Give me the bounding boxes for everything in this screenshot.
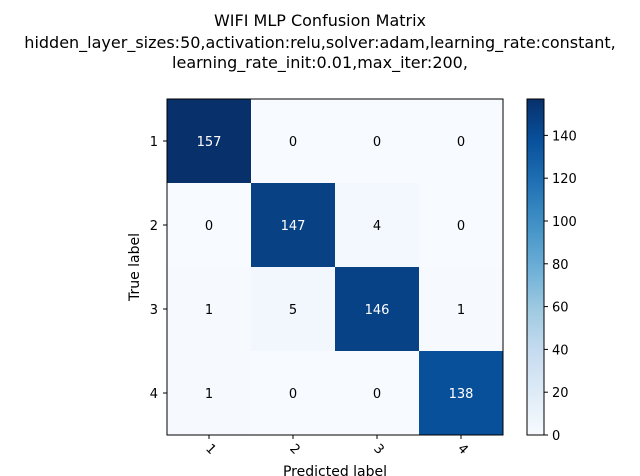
cell-value-label: 147	[281, 219, 306, 234]
heatmap-cell	[167, 351, 251, 435]
cell-value-label: 4	[373, 219, 381, 234]
y-tick-label: 3	[150, 303, 158, 318]
cell-value-label: 1	[205, 387, 213, 402]
x-axis-label: Predicted label	[283, 464, 387, 476]
cell-value-label: 0	[289, 387, 297, 402]
heatmap-cell	[167, 183, 251, 267]
chart-subtitle-line-2: learning_rate_init:0.01,max_iter:200,	[172, 53, 468, 72]
colorbar-tick-label: 120	[552, 172, 577, 187]
heatmap-cell	[419, 183, 503, 267]
heatmap-cell	[335, 99, 419, 183]
cell-value-label: 1	[457, 303, 465, 318]
heatmap-cell	[251, 183, 335, 267]
cell-value-label: 0	[457, 135, 465, 150]
cell-value-label: 0	[205, 219, 213, 234]
cell-value-label: 146	[365, 303, 390, 318]
colorbar-tick-label: 0	[552, 429, 560, 444]
x-tick-label: 2	[286, 441, 302, 457]
heatmap-cell	[335, 351, 419, 435]
cell-value-label: 157	[197, 135, 222, 150]
colorbar	[526, 98, 545, 436]
cell-value-label: 138	[449, 387, 474, 402]
colorbar-tick-label: 140	[552, 129, 577, 144]
y-axis-label: True label	[127, 233, 143, 302]
cell-value-label: 5	[289, 303, 297, 318]
y-tick-label: 2	[150, 219, 158, 234]
cell-value-label: 0	[289, 135, 297, 150]
heatmap-cell	[251, 351, 335, 435]
colorbar-tick-label: 80	[552, 258, 569, 273]
cell-value-label: 0	[373, 135, 381, 150]
heatmap-cell	[335, 267, 419, 351]
colorbar-tick-label: 40	[552, 343, 569, 358]
colorbar-tick-label: 20	[552, 386, 569, 401]
heatmap-cell	[251, 99, 335, 183]
heatmap-cell	[251, 267, 335, 351]
y-tick-label: 1	[150, 135, 158, 150]
cell-value-label: 0	[457, 219, 465, 234]
cell-value-label: 1	[205, 303, 213, 318]
heatmap-cell	[419, 267, 503, 351]
heatmap-cell	[419, 99, 503, 183]
colorbar-tick-label: 60	[552, 301, 569, 316]
x-tick-label: 3	[370, 441, 386, 457]
chart-subtitle-line-1: hidden_layer_sizes:50,activation:relu,so…	[24, 33, 616, 52]
heatmap-cell	[167, 267, 251, 351]
heatmap-cell	[335, 183, 419, 267]
y-tick-label: 4	[150, 387, 158, 402]
x-tick-label: 4	[454, 441, 470, 457]
colorbar-tick-label: 100	[552, 215, 577, 230]
heatmap-cell	[419, 351, 503, 435]
cell-value-label: 0	[373, 387, 381, 402]
x-tick-label: 1	[202, 441, 218, 457]
chart-title: WIFI MLP Confusion Matrix	[213, 11, 427, 30]
heatmap-cell	[167, 99, 251, 183]
heatmap-frame	[166, 98, 504, 436]
